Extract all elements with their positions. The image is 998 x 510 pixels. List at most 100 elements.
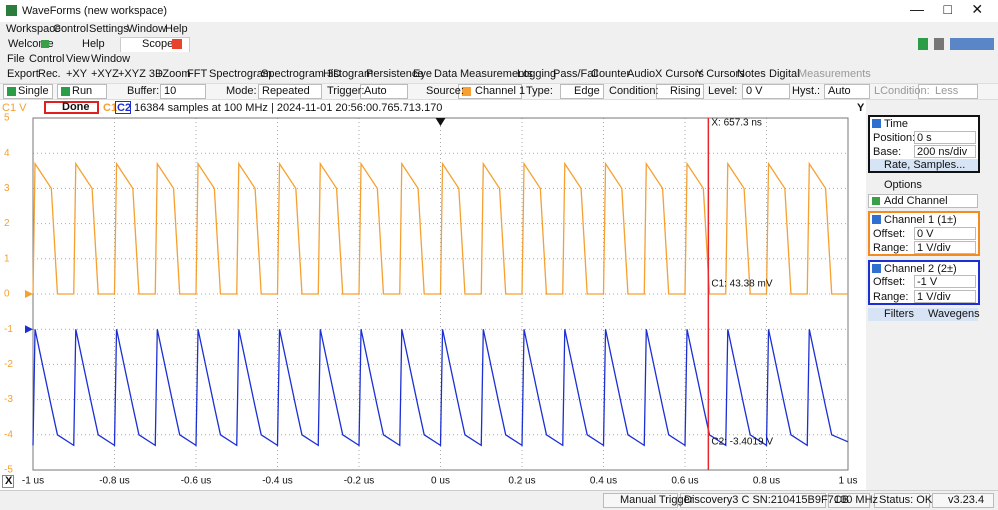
- tool-button[interactable]: Logging: [517, 68, 557, 80]
- type-dropdown[interactable]: Edge: [574, 85, 600, 97]
- control-frame: [742, 84, 790, 99]
- tool-button[interactable]: Spectrogram 3D: [261, 68, 342, 80]
- tool-button[interactable]: Data: [434, 68, 458, 80]
- tool-button[interactable]: Counter: [591, 68, 631, 80]
- run-button[interactable]: Run: [72, 85, 93, 97]
- menu-item[interactable]: Window: [127, 23, 167, 35]
- control-frame: [360, 84, 408, 99]
- menu-item[interactable]: Workspace: [6, 23, 61, 35]
- tool-button[interactable]: +XY: [66, 68, 88, 80]
- condition-dropdown[interactable]: Rising: [670, 85, 701, 97]
- offset-input[interactable]: -1 V: [917, 276, 938, 288]
- channel-1-button[interactable]: C1: [103, 102, 118, 114]
- single-button[interactable]: Single: [18, 85, 49, 97]
- trace: [32, 329, 849, 447]
- rate-button[interactable]: Rate, Samples...: [884, 159, 966, 171]
- scope-menu-item[interactable]: Control: [29, 53, 65, 65]
- trigger-marker: [435, 118, 446, 126]
- x-button[interactable]: X: [5, 475, 13, 487]
- tool-button[interactable]: Histogram: [323, 68, 374, 80]
- menu-item[interactable]: Settings: [89, 23, 129, 35]
- x-tick-label: -0.6 us: [181, 476, 212, 487]
- menu-item[interactable]: Control: [53, 23, 89, 35]
- buffer-input[interactable]: 10: [164, 85, 177, 97]
- wavegens-button[interactable]: Wavegens: [928, 308, 980, 320]
- control-frame: [458, 84, 522, 99]
- status-frame: [603, 493, 678, 508]
- tool-button[interactable]: Spectrogram: [209, 68, 272, 80]
- label: Hyst.:: [792, 85, 821, 97]
- rate-info[interactable]: 100 MHz: [834, 494, 879, 506]
- control-frame: [656, 84, 704, 99]
- y-unit-label: C1 V: [2, 102, 27, 114]
- y-button[interactable]: Y: [857, 102, 865, 114]
- control-frame: [160, 84, 206, 99]
- tab[interactable]: Help: [82, 38, 105, 50]
- level-input[interactable]: 0 V: [746, 85, 763, 97]
- control-frame: [258, 84, 322, 99]
- tool-button[interactable]: +XYZ 3D: [118, 68, 163, 80]
- mode-dropdown[interactable]: Repeated: [262, 85, 310, 97]
- version-info[interactable]: v3.23.4: [948, 494, 985, 506]
- trigger-dropdown[interactable]: Auto: [364, 85, 387, 97]
- label: Base:: [873, 146, 902, 158]
- tool-button[interactable]: Notes: [737, 68, 766, 80]
- position-input[interactable]: 0 s: [917, 132, 932, 144]
- check: [872, 119, 881, 128]
- offset-marker-c1: [25, 290, 33, 298]
- tool-button[interactable]: Y Cursors: [696, 68, 745, 80]
- tool-button[interactable]: +XYZ: [91, 68, 119, 80]
- scope-menu-item[interactable]: Window: [91, 53, 131, 65]
- y-tick-label: 4: [4, 148, 10, 159]
- lcondition-dropdown[interactable]: Less: [935, 85, 959, 97]
- tool-button[interactable]: Rec.: [38, 68, 61, 80]
- y-tick-label: -2: [4, 359, 13, 370]
- control-frame: [918, 84, 978, 99]
- offset-input[interactable]: 0 V: [917, 228, 934, 240]
- check: [872, 264, 881, 273]
- filters-button[interactable]: Filters: [884, 308, 914, 320]
- tool-button[interactable]: Digital: [769, 68, 800, 80]
- tool-button[interactable]: Export: [7, 68, 39, 80]
- filters-bar: [868, 308, 978, 321]
- tool-button[interactable]: Persistence: [366, 68, 424, 80]
- options-button[interactable]: Options: [884, 179, 922, 191]
- cursor-label: X: 657.3 ns: [711, 118, 762, 129]
- tool-button[interactable]: Audio: [627, 68, 656, 80]
- tool-button[interactable]: Pass/Fail: [553, 68, 599, 80]
- status-frame: [680, 493, 826, 508]
- status-info[interactable]: Status: OK: [879, 494, 933, 506]
- label: Offset:: [873, 228, 906, 240]
- acquisition-info: 16384 samples at 100 MHz | 2024-11-01 20…: [134, 102, 443, 114]
- channel-2-button[interactable]: C2: [117, 102, 132, 114]
- tool-button[interactable]: Measurements: [798, 68, 871, 80]
- range-dropdown[interactable]: 1 V/div: [917, 291, 951, 303]
- menu-item[interactable]: Help: [165, 23, 188, 35]
- scope-menu-item[interactable]: View: [66, 53, 90, 65]
- source-dropdown[interactable]: Channel 1: [475, 85, 526, 97]
- tool-button[interactable]: X Cursors: [655, 68, 704, 80]
- status-frame: [932, 493, 994, 508]
- tool-button[interactable]: FFT: [187, 68, 208, 80]
- y-tick-label: -4: [4, 429, 13, 440]
- tool-button[interactable]: Measurements: [460, 68, 533, 80]
- manual-trigger-button[interactable]: Manual Trigger: [620, 494, 694, 506]
- hyst-dropdown[interactable]: Auto: [828, 85, 851, 97]
- label: Range:: [873, 291, 909, 303]
- add-channel-button[interactable]: Add Channel: [884, 195, 948, 207]
- label: Mode:: [226, 85, 257, 97]
- tab-close: [172, 39, 182, 49]
- label: Trigger:: [327, 85, 365, 97]
- source-swatch: [462, 87, 471, 96]
- scope-menu-item[interactable]: File: [7, 53, 25, 65]
- tool-button[interactable]: +Zoom: [156, 68, 191, 80]
- status-frame: [828, 493, 870, 508]
- add-icon: [872, 197, 880, 205]
- range-dropdown[interactable]: 1 V/div: [917, 242, 951, 254]
- minimize-button[interactable]: — □ ✕: [910, 1, 984, 17]
- base-dropdown[interactable]: 200 ns/div: [917, 146, 968, 158]
- cursor-readout: C2: -3.4019 V: [711, 437, 773, 448]
- tool-button[interactable]: Eye: [413, 68, 432, 80]
- label: Range:: [873, 242, 909, 254]
- device-info[interactable]: Discovery3 C SN:210415B9F7CB: [684, 494, 850, 506]
